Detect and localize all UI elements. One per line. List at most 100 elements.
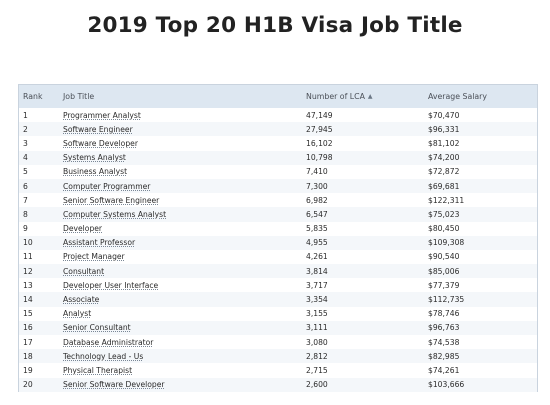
- table-row: 14 Associate 3,354 $112,735: [19, 292, 537, 307]
- rank-cell: 15: [23, 309, 33, 319]
- job-title-link[interactable]: Physical Therapist: [63, 365, 133, 375]
- job-title-cell: Software Engineer: [59, 122, 302, 137]
- lca-cell: 3,080: [306, 337, 328, 347]
- job-title-cell: Project Manager: [59, 250, 302, 264]
- salary-cell: $90,540: [428, 252, 460, 262]
- salary-cell: $103,666: [424, 377, 537, 392]
- table-row: 4 Systems Analyst 10,798 $74,200: [19, 150, 537, 165]
- job-title-cell: Programmer Analyst: [59, 108, 302, 122]
- table-row: 1 Programmer Analyst 47,149 $70,470: [19, 108, 537, 122]
- table-row: 13 Developer User Interface 3,717 $77,379: [19, 278, 537, 292]
- lca-cell: 2,812: [302, 349, 424, 364]
- lca-cell: 2,715: [306, 365, 328, 375]
- header-number-of-lca[interactable]: Number of LCA ▲: [302, 85, 424, 108]
- salary-cell: $72,872: [428, 167, 460, 177]
- lca-cell: 4,955: [302, 235, 424, 250]
- salary-cell: $74,200: [424, 150, 537, 165]
- job-title-link[interactable]: Consultant: [63, 266, 105, 276]
- salary-cell: $82,985: [424, 349, 537, 364]
- job-title-link[interactable]: Software Engineer: [63, 124, 133, 134]
- lca-cell: 6,547: [302, 207, 424, 222]
- job-title-cell: Computer Programmer: [59, 178, 302, 194]
- table-row: 5 Business Analyst 7,410 $72,872: [19, 165, 537, 179]
- job-title-cell: Business Analyst: [59, 165, 302, 179]
- salary-cell: $109,308: [424, 235, 537, 250]
- rank-cell: 19: [23, 365, 33, 375]
- rank-cell: 5: [23, 167, 28, 177]
- job-title-link[interactable]: Database Administrator: [63, 337, 154, 347]
- rank-cell: 8: [19, 207, 59, 222]
- rank-cell: 16: [19, 320, 59, 335]
- header-job-title[interactable]: Job Title: [59, 85, 302, 108]
- lca-cell: 10,798: [302, 150, 424, 165]
- job-title-link[interactable]: Technology Lead - Us: [63, 351, 144, 361]
- job-title-cell: Computer Systems Analyst: [59, 207, 302, 222]
- lca-cell: 27,945: [302, 122, 424, 137]
- lca-cell: 4,261: [306, 252, 328, 262]
- job-title-link[interactable]: Software Developer: [63, 138, 138, 148]
- job-title-cell: Technology Lead - Us: [59, 349, 302, 364]
- job-title-link[interactable]: Senior Consultant: [63, 323, 131, 333]
- table-row: 6 Computer Programmer 7,300 $69,681: [19, 178, 537, 194]
- table-row: 11 Project Manager 4,261 $90,540: [19, 250, 537, 264]
- salary-cell: $78,746: [428, 309, 460, 319]
- lca-cell: 3,111: [302, 320, 424, 335]
- job-title-link[interactable]: Systems Analyst: [63, 153, 126, 163]
- table-row: 19 Physical Therapist 2,715 $74,261: [19, 363, 537, 377]
- header-lca-label: Number of LCA: [306, 92, 365, 101]
- table-row: 2 Software Engineer 27,945 $96,331: [19, 122, 537, 137]
- rank-cell: 18: [19, 349, 59, 364]
- job-title-cell: Senior Software Engineer: [59, 193, 302, 207]
- job-title-cell: Consultant: [59, 264, 302, 279]
- lca-cell: 47,149: [306, 110, 333, 120]
- lca-cell: 16,102: [306, 138, 333, 148]
- rank-cell: 11: [23, 252, 33, 262]
- job-title-link[interactable]: Assistant Professor: [63, 238, 136, 248]
- job-title-cell: Developer User Interface: [59, 278, 302, 292]
- table-row: 20 Senior Software Developer 2,600 $103,666: [19, 377, 537, 392]
- rank-cell: 10: [19, 235, 59, 250]
- job-title-link[interactable]: Project Manager: [63, 252, 125, 262]
- salary-cell: $96,763: [424, 320, 537, 335]
- sort-arrow-icon[interactable]: ▲: [367, 93, 373, 100]
- salary-cell: $69,681: [424, 178, 537, 194]
- rank-cell: 20: [19, 377, 59, 392]
- rank-cell: 2: [19, 122, 59, 137]
- table-row: 17 Database Administrator 3,080 $74,538: [19, 335, 537, 349]
- table-row: 8 Computer Systems Analyst 6,547 $75,023: [19, 207, 537, 222]
- salary-cell: $122,311: [428, 195, 465, 205]
- job-title-link[interactable]: Associate: [63, 295, 100, 305]
- salary-cell: $96,331: [424, 122, 537, 137]
- job-title-link[interactable]: Developer: [63, 224, 103, 234]
- job-title-link[interactable]: Senior Software Engineer: [63, 195, 160, 205]
- header-rank[interactable]: Rank: [19, 85, 59, 108]
- rank-cell: 13: [23, 280, 33, 290]
- job-title-cell: Developer: [59, 222, 302, 236]
- job-title-link[interactable]: Programmer Analyst: [63, 110, 141, 120]
- header-average-salary[interactable]: Average Salary: [424, 85, 537, 108]
- job-title-cell: Senior Software Developer: [59, 377, 302, 392]
- header-job-title-label: Job Title: [63, 92, 95, 101]
- job-title-link[interactable]: Developer User Interface: [63, 280, 159, 290]
- table-row: 3 Software Developer 16,102 $81,102: [19, 136, 537, 150]
- table-row: 18 Technology Lead - Us 2,812 $82,985: [19, 349, 537, 364]
- salary-cell: $85,006: [424, 264, 537, 279]
- job-title-cell: Systems Analyst: [59, 150, 302, 165]
- job-title-link[interactable]: Business Analyst: [63, 167, 128, 177]
- job-title-cell: Senior Consultant: [59, 320, 302, 335]
- data-table: Rank Job Title Number of LCA ▲ Average Sa…: [19, 85, 537, 392]
- lca-cell: 7,410: [306, 167, 328, 177]
- job-title-link[interactable]: Computer Systems Analyst: [63, 209, 167, 219]
- salary-cell: $75,023: [424, 207, 537, 222]
- salary-cell: $77,379: [428, 280, 460, 290]
- job-title-link[interactable]: Computer Programmer: [63, 181, 151, 191]
- job-title-cell: Physical Therapist: [59, 363, 302, 377]
- salary-cell: $112,735: [424, 292, 537, 307]
- header-rank-label: Rank: [23, 92, 43, 101]
- job-title-link[interactable]: Analyst: [63, 309, 92, 319]
- rank-cell: 14: [19, 292, 59, 307]
- lca-cell: 2,600: [302, 377, 424, 392]
- job-title-link[interactable]: Senior Software Developer: [63, 380, 165, 390]
- rank-cell: 1: [23, 110, 28, 120]
- table-row: 7 Senior Software Engineer 6,982 $122,311: [19, 193, 537, 207]
